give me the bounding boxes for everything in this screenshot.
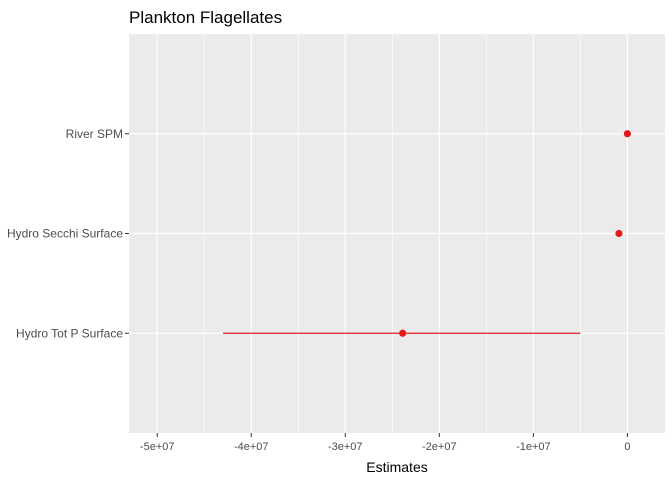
x-tick-label: 0 — [624, 441, 630, 453]
y-axis-labels: River SPM Hydro Secchi Surface Hydro Tot P… — [7, 127, 129, 340]
y-tick-label: Hydro Secchi Surface — [7, 227, 123, 241]
x-tick-label: -2e+07 — [422, 441, 457, 453]
x-tick-label: -1e+07 — [516, 441, 551, 453]
estimate-point — [399, 329, 407, 337]
chart-title: Plankton Flagellates — [129, 8, 282, 27]
x-tick-label: -5e+07 — [140, 441, 175, 453]
x-axis-title: Estimates — [366, 459, 427, 475]
y-tick-label: River SPM — [66, 127, 123, 141]
x-tick-label: -3e+07 — [328, 441, 363, 453]
x-tick-label: -4e+07 — [234, 441, 269, 453]
estimate-point — [615, 229, 623, 238]
estimate-point — [623, 130, 631, 138]
data-marks — [223, 130, 631, 337]
y-tick-label: Hydro Tot P Surface — [16, 326, 123, 340]
x-axis-ticks: -5e+07 -4e+07 -3e+07 -2e+07 -1e+07 0 — [140, 433, 630, 453]
